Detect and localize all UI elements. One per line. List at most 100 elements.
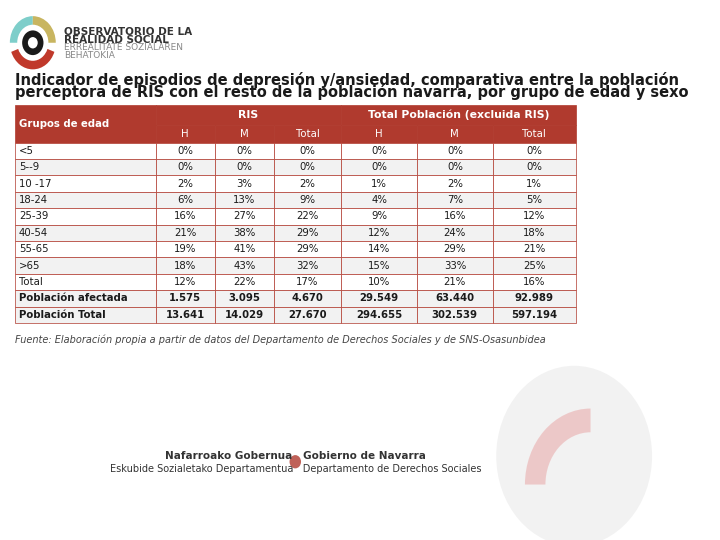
Text: 16%: 16% xyxy=(523,277,546,287)
Bar xyxy=(15,143,156,159)
Bar xyxy=(417,208,492,225)
Text: 294.655: 294.655 xyxy=(356,310,402,320)
Text: 12%: 12% xyxy=(368,228,390,238)
Text: 41%: 41% xyxy=(233,244,256,254)
Bar xyxy=(215,176,274,192)
Text: 0%: 0% xyxy=(526,162,542,172)
Bar xyxy=(156,290,215,307)
Text: Eskubide Sozialetako Departamentua   Departamento de Derechos Sociales: Eskubide Sozialetako Departamentua Depar… xyxy=(109,464,481,474)
Text: 5%: 5% xyxy=(526,195,542,205)
Text: 5--9: 5--9 xyxy=(19,162,39,172)
Bar xyxy=(215,125,274,143)
Text: 14.029: 14.029 xyxy=(225,310,264,320)
Bar xyxy=(15,208,156,225)
Bar xyxy=(274,192,341,208)
Text: 22%: 22% xyxy=(297,211,319,221)
Text: Fuente: Elaboración propia a partir de datos del Departamento de Derechos Social: Fuente: Elaboración propia a partir de d… xyxy=(15,334,546,345)
Bar xyxy=(15,307,156,323)
Bar xyxy=(15,192,156,208)
Text: 21%: 21% xyxy=(444,277,466,287)
Text: 40-54: 40-54 xyxy=(19,228,48,238)
Circle shape xyxy=(22,30,43,55)
Bar xyxy=(15,241,156,258)
Text: 2%: 2% xyxy=(447,179,463,188)
Circle shape xyxy=(289,455,301,468)
Bar xyxy=(417,143,492,159)
Bar xyxy=(341,225,417,241)
Text: 10%: 10% xyxy=(368,277,390,287)
Text: 38%: 38% xyxy=(233,228,256,238)
Text: 0%: 0% xyxy=(300,146,315,156)
Bar xyxy=(492,290,576,307)
Bar xyxy=(156,192,215,208)
Bar xyxy=(341,143,417,159)
Text: 25-39: 25-39 xyxy=(19,211,48,221)
Bar xyxy=(417,241,492,258)
Bar xyxy=(417,258,492,274)
Bar xyxy=(274,225,341,241)
Text: REALIDAD SOCIAL: REALIDAD SOCIAL xyxy=(64,35,169,45)
Bar xyxy=(341,125,417,143)
Text: 0%: 0% xyxy=(236,146,252,156)
Bar xyxy=(15,274,156,290)
Bar xyxy=(156,125,215,143)
Bar xyxy=(156,274,215,290)
Text: 18%: 18% xyxy=(174,261,197,271)
Text: 18-24: 18-24 xyxy=(19,195,48,205)
Bar xyxy=(492,307,576,323)
Text: Población Total: Población Total xyxy=(19,310,106,320)
Bar xyxy=(215,290,274,307)
Wedge shape xyxy=(10,16,33,43)
Text: 0%: 0% xyxy=(236,162,252,172)
Text: 12%: 12% xyxy=(174,277,197,287)
Text: Grupos de edad: Grupos de edad xyxy=(19,118,109,129)
Bar xyxy=(215,241,274,258)
Bar xyxy=(215,159,274,176)
Text: 24%: 24% xyxy=(444,228,466,238)
Bar xyxy=(156,143,215,159)
Text: 17%: 17% xyxy=(297,277,319,287)
Text: 29%: 29% xyxy=(297,244,319,254)
Text: 0%: 0% xyxy=(177,146,193,156)
Bar xyxy=(15,290,156,307)
Bar xyxy=(341,258,417,274)
Text: 0%: 0% xyxy=(371,162,387,172)
Text: 0%: 0% xyxy=(526,146,542,156)
Bar xyxy=(341,290,417,307)
Bar xyxy=(215,225,274,241)
Bar xyxy=(15,176,156,192)
Text: 13%: 13% xyxy=(233,195,256,205)
Text: 19%: 19% xyxy=(174,244,197,254)
Text: 16%: 16% xyxy=(174,211,197,221)
Bar xyxy=(492,258,576,274)
Bar xyxy=(156,208,215,225)
Text: 3%: 3% xyxy=(236,179,252,188)
Text: 0%: 0% xyxy=(447,146,463,156)
Text: 9%: 9% xyxy=(300,195,315,205)
Bar xyxy=(492,143,576,159)
Text: Indicador de episodios de depresión y/ansiedad, comparativa entre la población: Indicador de episodios de depresión y/an… xyxy=(15,72,679,88)
Text: 302.539: 302.539 xyxy=(432,310,478,320)
Bar xyxy=(341,307,417,323)
Text: 27.670: 27.670 xyxy=(288,310,327,320)
Text: 33%: 33% xyxy=(444,261,466,271)
Bar xyxy=(215,208,274,225)
Text: 3.095: 3.095 xyxy=(228,293,261,303)
Text: M: M xyxy=(451,129,459,139)
Text: Total: Total xyxy=(19,277,42,287)
Text: 12%: 12% xyxy=(523,211,545,221)
Text: 7%: 7% xyxy=(447,195,463,205)
Bar xyxy=(215,192,274,208)
Bar xyxy=(417,192,492,208)
Bar xyxy=(215,274,274,290)
Bar xyxy=(156,225,215,241)
Bar xyxy=(417,159,492,176)
Bar xyxy=(15,225,156,241)
Bar xyxy=(274,176,341,192)
Bar xyxy=(156,307,215,323)
Text: Total: Total xyxy=(296,129,320,139)
Bar xyxy=(274,159,341,176)
Bar xyxy=(156,176,215,192)
Bar xyxy=(156,159,215,176)
Text: 0%: 0% xyxy=(447,162,463,172)
